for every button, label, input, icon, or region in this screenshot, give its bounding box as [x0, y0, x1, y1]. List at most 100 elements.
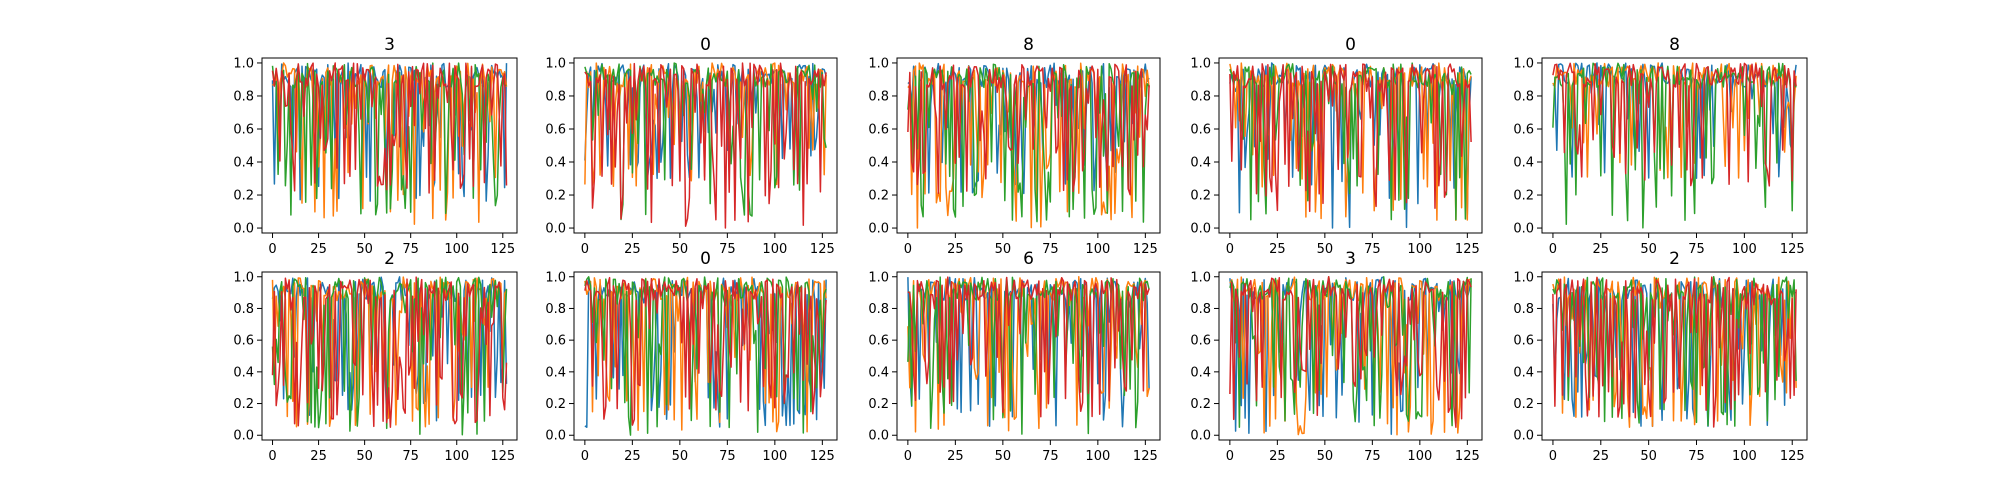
subplot-2: 0 25 50 75 100 125 0.0 0.2 0.4 0.6 0.8 1.0 8 — [868, 35, 1161, 257]
y-tick-label: 0.4 — [1190, 365, 1211, 380]
series-line-3 — [584, 62, 827, 229]
y-tick-label: 1.0 — [233, 270, 254, 285]
x-tick-label: 75 — [1364, 449, 1381, 464]
x-tick-label: 75 — [402, 449, 419, 464]
series-line-3 — [1552, 62, 1797, 187]
x-tick-label: 100 — [1407, 449, 1432, 464]
x-tick-label: 50 — [1640, 449, 1657, 464]
axes-frame — [896, 271, 1161, 441]
y-tick-label: 0.4 — [868, 365, 889, 380]
y-tick-label: 0.6 — [868, 334, 889, 349]
x-tick-label: 25 — [624, 242, 641, 257]
y-tick-label: 0.2 — [1190, 397, 1211, 412]
y-tick-label: 0.8 — [545, 302, 566, 317]
y-tick-label: 0.2 — [233, 189, 254, 204]
y-tick-label: 1.0 — [1513, 56, 1534, 71]
series-line-3 — [271, 276, 508, 428]
x-tick-label: 25 — [1593, 242, 1610, 257]
subplot-title: 2 — [384, 249, 395, 269]
x-tick-label: 75 — [1688, 449, 1705, 464]
series-line-3 — [907, 276, 1150, 418]
x-tick-label: 125 — [490, 449, 515, 464]
subplot-7: 0 25 50 75 100 125 0.0 0.2 0.4 0.6 0.8 1.0 6 — [868, 249, 1161, 464]
y-tick-label: 0.4 — [1190, 156, 1211, 171]
subplot-title: 3 — [1345, 249, 1356, 269]
axes-frame — [1218, 271, 1483, 441]
y-tick-label: 0.8 — [1513, 89, 1534, 104]
x-tick-label: 0 — [904, 449, 912, 464]
y-tick-label: 0.8 — [1513, 302, 1534, 317]
axes-frame — [573, 271, 838, 441]
series-line-3 — [907, 63, 1150, 196]
y-tick-label: 0.8 — [233, 302, 254, 317]
series-line-3 — [1229, 276, 1472, 428]
y-tick-label: 1.0 — [233, 56, 254, 71]
y-tick-label: 0.8 — [868, 302, 889, 317]
x-tick-label: 25 — [310, 242, 327, 257]
axes-frame — [1541, 57, 1808, 234]
y-tick-label: 0.6 — [233, 122, 254, 137]
y-tick-label: 0.2 — [1190, 189, 1211, 204]
y-tick-label: 0.0 — [545, 429, 566, 444]
series-line-1 — [271, 276, 508, 428]
y-tick-label: 0.8 — [545, 89, 566, 104]
y-tick-label: 0.2 — [545, 397, 566, 412]
y-tick-label: 0.2 — [545, 189, 566, 204]
x-tick-label: 75 — [1364, 242, 1381, 257]
y-tick-label: 0.6 — [233, 334, 254, 349]
x-tick-label: 75 — [719, 242, 736, 257]
x-tick-label: 75 — [1042, 242, 1059, 257]
y-tick-label: 0.6 — [1513, 334, 1534, 349]
x-tick-label: 50 — [356, 242, 373, 257]
subplot-title: 2 — [1669, 249, 1680, 269]
axes-frame — [261, 271, 518, 441]
y-tick-label: 0.2 — [868, 189, 889, 204]
y-tick-label: 0.0 — [1190, 429, 1211, 444]
x-tick-label: 100 — [1085, 242, 1110, 257]
subplot-6: 0 25 50 75 100 125 0.0 0.2 0.4 0.6 0.8 1.0 0 — [545, 249, 838, 464]
axes-frame — [261, 57, 518, 234]
axes-frame — [1541, 271, 1808, 441]
subplot-title: 0 — [1345, 35, 1356, 55]
series-line-2 — [584, 276, 827, 436]
y-tick-label: 1.0 — [545, 270, 566, 285]
y-tick-label: 0.6 — [545, 122, 566, 137]
x-tick-label: 0 — [1226, 242, 1234, 257]
y-tick-label: 0.8 — [1190, 302, 1211, 317]
subplot-title: 6 — [1023, 249, 1034, 269]
subplot-title: 3 — [384, 35, 395, 55]
y-tick-label: 0.2 — [233, 397, 254, 412]
x-tick-label: 100 — [444, 449, 469, 464]
subplot-1: 0 25 50 75 100 125 0.0 0.2 0.4 0.6 0.8 1.0 0 — [545, 35, 838, 257]
x-tick-label: 25 — [947, 449, 964, 464]
y-tick-label: 1.0 — [1513, 270, 1534, 285]
y-tick-label: 0.4 — [1513, 156, 1534, 171]
y-tick-label: 0.6 — [545, 334, 566, 349]
axes-frame — [1218, 57, 1483, 234]
x-tick-label: 25 — [624, 449, 641, 464]
x-tick-label: 125 — [1780, 449, 1805, 464]
y-tick-label: 1.0 — [1190, 270, 1211, 285]
y-tick-label: 0.2 — [1513, 189, 1534, 204]
axes-frame — [573, 57, 838, 234]
x-tick-label: 0 — [1549, 242, 1557, 257]
x-tick-label: 0 — [1549, 449, 1557, 464]
y-tick-label: 0.0 — [1513, 429, 1534, 444]
y-tick-label: 0.6 — [1190, 122, 1211, 137]
series-line-2 — [1552, 62, 1797, 229]
x-tick-label: 50 — [356, 449, 373, 464]
x-tick-label: 25 — [310, 449, 327, 464]
x-tick-label: 0 — [904, 242, 912, 257]
y-tick-label: 0.6 — [1513, 122, 1534, 137]
y-tick-label: 0.8 — [233, 89, 254, 104]
y-tick-label: 0.4 — [1513, 365, 1534, 380]
x-tick-label: 100 — [1407, 242, 1432, 257]
x-tick-label: 125 — [1455, 242, 1480, 257]
x-tick-label: 0 — [268, 242, 276, 257]
y-tick-label: 1.0 — [1190, 56, 1211, 71]
y-tick-label: 0.0 — [545, 222, 566, 237]
y-tick-label: 0.0 — [868, 222, 889, 237]
series-line-3 — [584, 276, 827, 426]
y-tick-label: 0.4 — [545, 365, 566, 380]
